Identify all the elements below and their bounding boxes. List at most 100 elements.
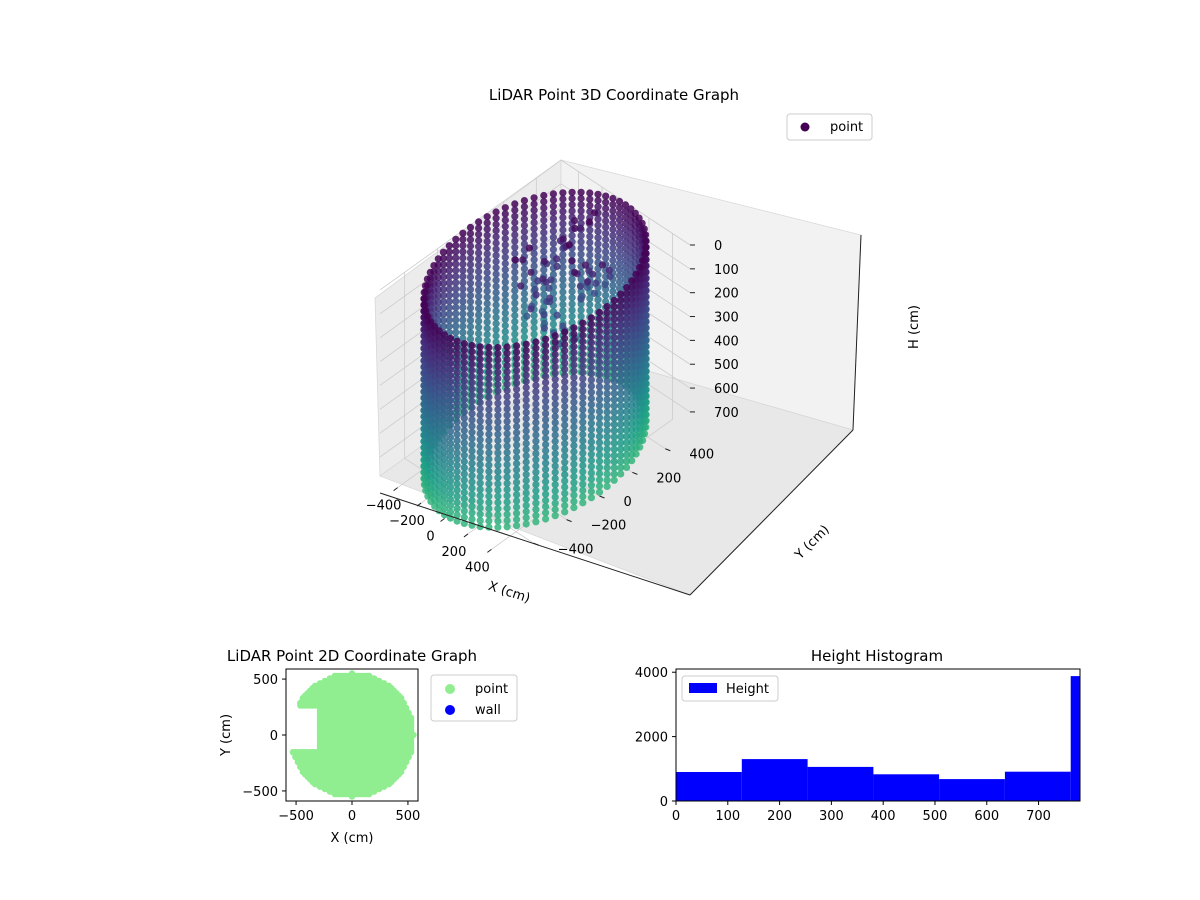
point-3d bbox=[595, 377, 604, 385]
point-3d bbox=[445, 242, 453, 250]
point-3d bbox=[623, 352, 631, 360]
point-3d bbox=[587, 370, 596, 378]
point-3d bbox=[460, 495, 468, 503]
point-3d bbox=[623, 339, 631, 347]
point-3d bbox=[623, 377, 631, 385]
point-3d bbox=[623, 333, 631, 341]
point-3d bbox=[460, 364, 468, 373]
point-3d bbox=[551, 381, 559, 390]
x-tick-3d bbox=[440, 518, 445, 522]
point-3d bbox=[468, 416, 476, 424]
point-3d bbox=[522, 353, 530, 361]
point-3d bbox=[485, 449, 493, 457]
point-3d bbox=[468, 490, 476, 498]
point-3d bbox=[579, 325, 587, 333]
point-3d bbox=[586, 195, 594, 203]
point-3d bbox=[446, 347, 455, 355]
point-3d bbox=[452, 328, 460, 336]
point-3d bbox=[476, 423, 484, 431]
point-3d bbox=[476, 510, 484, 518]
point-3d bbox=[584, 278, 592, 286]
point-3d bbox=[603, 408, 611, 416]
point-3d bbox=[636, 263, 644, 271]
point-3d bbox=[492, 295, 500, 303]
point-3d bbox=[511, 256, 519, 264]
point-3d bbox=[476, 467, 484, 475]
point-3d bbox=[460, 395, 468, 404]
point-3d bbox=[476, 343, 484, 351]
point-3d bbox=[522, 477, 530, 485]
point-3d bbox=[522, 508, 530, 516]
point-3d bbox=[501, 303, 509, 311]
histogram-bar bbox=[873, 774, 940, 801]
point-3d bbox=[522, 377, 530, 385]
point-3d bbox=[460, 439, 468, 447]
histogram-bar bbox=[1070, 676, 1080, 801]
point-3d bbox=[468, 391, 476, 399]
point-3d bbox=[494, 356, 502, 364]
point-3d bbox=[468, 515, 476, 523]
point-3d bbox=[532, 518, 540, 526]
point-3d bbox=[476, 349, 484, 357]
point-3d bbox=[603, 358, 611, 366]
point-3d bbox=[513, 360, 521, 369]
y-tick-label-3d: 400 bbox=[689, 448, 714, 463]
point-3d bbox=[468, 478, 476, 486]
point-3d bbox=[549, 208, 558, 217]
point-3d bbox=[551, 512, 559, 520]
point-3d bbox=[570, 423, 578, 431]
point-3d bbox=[542, 515, 550, 523]
point-3d bbox=[532, 357, 540, 365]
legend-3d-point-marker bbox=[800, 122, 810, 132]
point-3d bbox=[466, 279, 475, 287]
point-3d bbox=[503, 424, 511, 432]
point-3d bbox=[466, 292, 475, 300]
x-tick-label-3d: 400 bbox=[465, 560, 490, 575]
point-3d bbox=[485, 374, 493, 382]
point-3d bbox=[494, 492, 502, 500]
point-3d bbox=[570, 435, 578, 443]
histogram-frame bbox=[675, 668, 1081, 802]
point-3d bbox=[577, 295, 585, 303]
point-3d bbox=[511, 299, 519, 307]
point-3d bbox=[440, 442, 449, 451]
point-3d bbox=[485, 486, 493, 494]
point-3d bbox=[476, 374, 484, 382]
x-tick-label-3d: −200 bbox=[389, 514, 425, 529]
x-tick-label-3d: −400 bbox=[366, 499, 402, 514]
z-tick-label-3d: 700 bbox=[714, 406, 739, 421]
point-3d bbox=[602, 198, 610, 206]
point-3d bbox=[570, 342, 578, 350]
point-3d bbox=[595, 395, 604, 403]
point-3d bbox=[453, 412, 461, 420]
point-3d bbox=[453, 374, 461, 383]
point-3d bbox=[503, 405, 511, 413]
point-3d bbox=[595, 364, 604, 372]
point-3d bbox=[617, 321, 625, 329]
point-3d bbox=[501, 284, 509, 292]
point-3d bbox=[511, 262, 519, 270]
point-3d bbox=[561, 359, 569, 367]
point-3d bbox=[475, 292, 483, 300]
point-3d bbox=[511, 268, 519, 276]
point-3d bbox=[440, 337, 449, 345]
point-3d bbox=[623, 463, 631, 471]
point-3d bbox=[525, 244, 534, 252]
legend-histogram-label: Height bbox=[726, 682, 769, 697]
point-3d bbox=[476, 417, 484, 425]
point-3d bbox=[492, 320, 500, 328]
legend-2d-point-marker bbox=[445, 684, 455, 694]
legend-3d-box bbox=[786, 113, 873, 141]
point-3d bbox=[579, 356, 587, 364]
y-tick-3d bbox=[665, 448, 671, 452]
point-3d bbox=[476, 492, 484, 500]
point-3d bbox=[586, 301, 594, 309]
point-3d bbox=[445, 304, 453, 312]
point-3d bbox=[517, 282, 525, 290]
point-3d bbox=[551, 450, 559, 458]
point-3d bbox=[610, 371, 618, 379]
point-3d bbox=[501, 328, 509, 336]
point-3d bbox=[540, 324, 549, 332]
point-3d bbox=[460, 426, 468, 435]
point-3d bbox=[475, 243, 483, 251]
